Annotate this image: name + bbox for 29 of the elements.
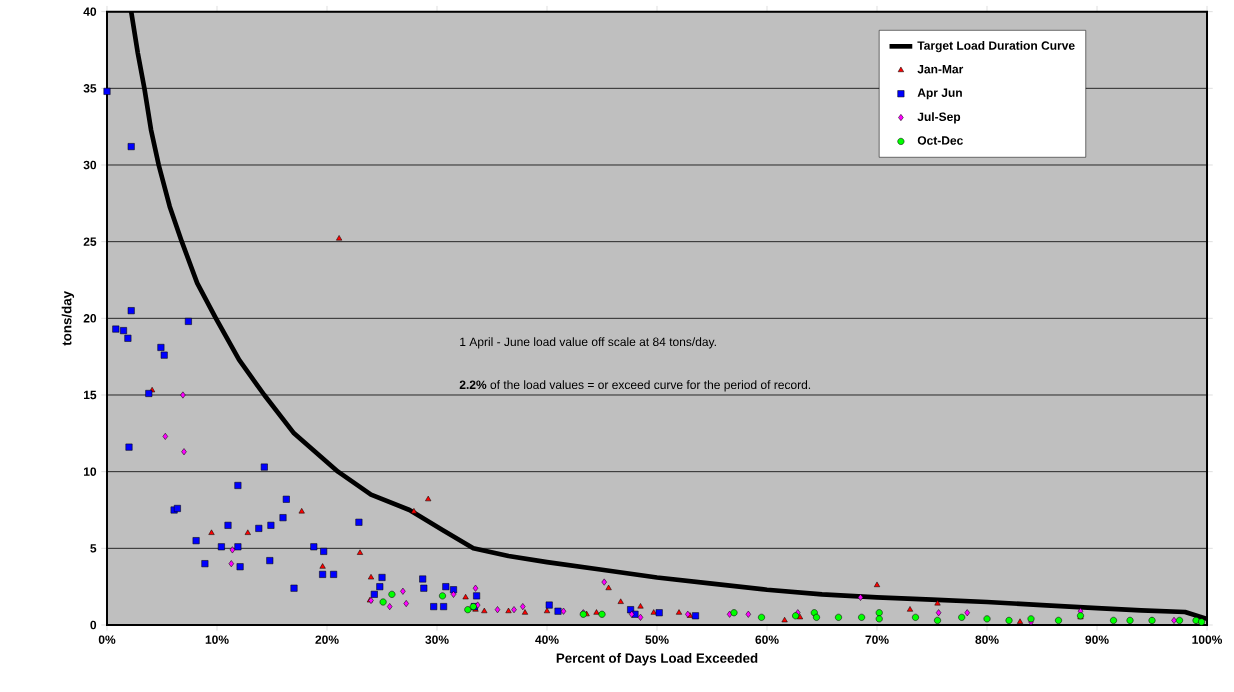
legend-label: Oct-Dec — [917, 136, 963, 145]
y-tick-label: 0 — [90, 620, 97, 630]
annotation: 1 April - June load value off scale at 84 tons/day. — [460, 337, 716, 349]
x-axis-title: Percent of Days Load Exceeded — [556, 653, 758, 666]
y-tick-label: 15 — [84, 390, 97, 400]
y-tick-label: 10 — [84, 467, 97, 476]
annotation: 2.2% of the load values = or exceed curve for the period of record. — [459, 380, 811, 392]
legend-label: Apr Jun — [917, 88, 962, 100]
x-tick-label: 40% — [535, 635, 559, 644]
x-tick-label: 70% — [865, 635, 889, 644]
x-tick-label: 90% — [1085, 635, 1109, 644]
x-tick-label: 30% — [425, 635, 449, 644]
y-tick-label: 25 — [83, 237, 97, 246]
y-tick-label: 5 — [90, 544, 97, 553]
x-tick-label: 10% — [205, 635, 229, 644]
x-tick-label: 0% — [98, 635, 116, 644]
y-tick-label: 30 — [83, 160, 97, 170]
x-tick-label: 80% — [975, 635, 999, 644]
legend-label: Target Load Duration Curve — [917, 40, 1075, 53]
legend-label: Jan-Mar — [917, 65, 964, 74]
x-tick-label: 50% — [645, 635, 669, 644]
legend-label: Jul-Sep — [917, 112, 961, 124]
y-tick-label: 35 — [83, 84, 97, 93]
x-tick-label: 60% — [755, 635, 779, 644]
x-tick-label: 20% — [315, 635, 339, 644]
y-tick-label: 20 — [83, 314, 97, 323]
x-tick-label: 100% — [1192, 635, 1223, 644]
y-axis-title: tons/day — [61, 290, 75, 346]
y-tick-label: 40 — [83, 7, 97, 16]
